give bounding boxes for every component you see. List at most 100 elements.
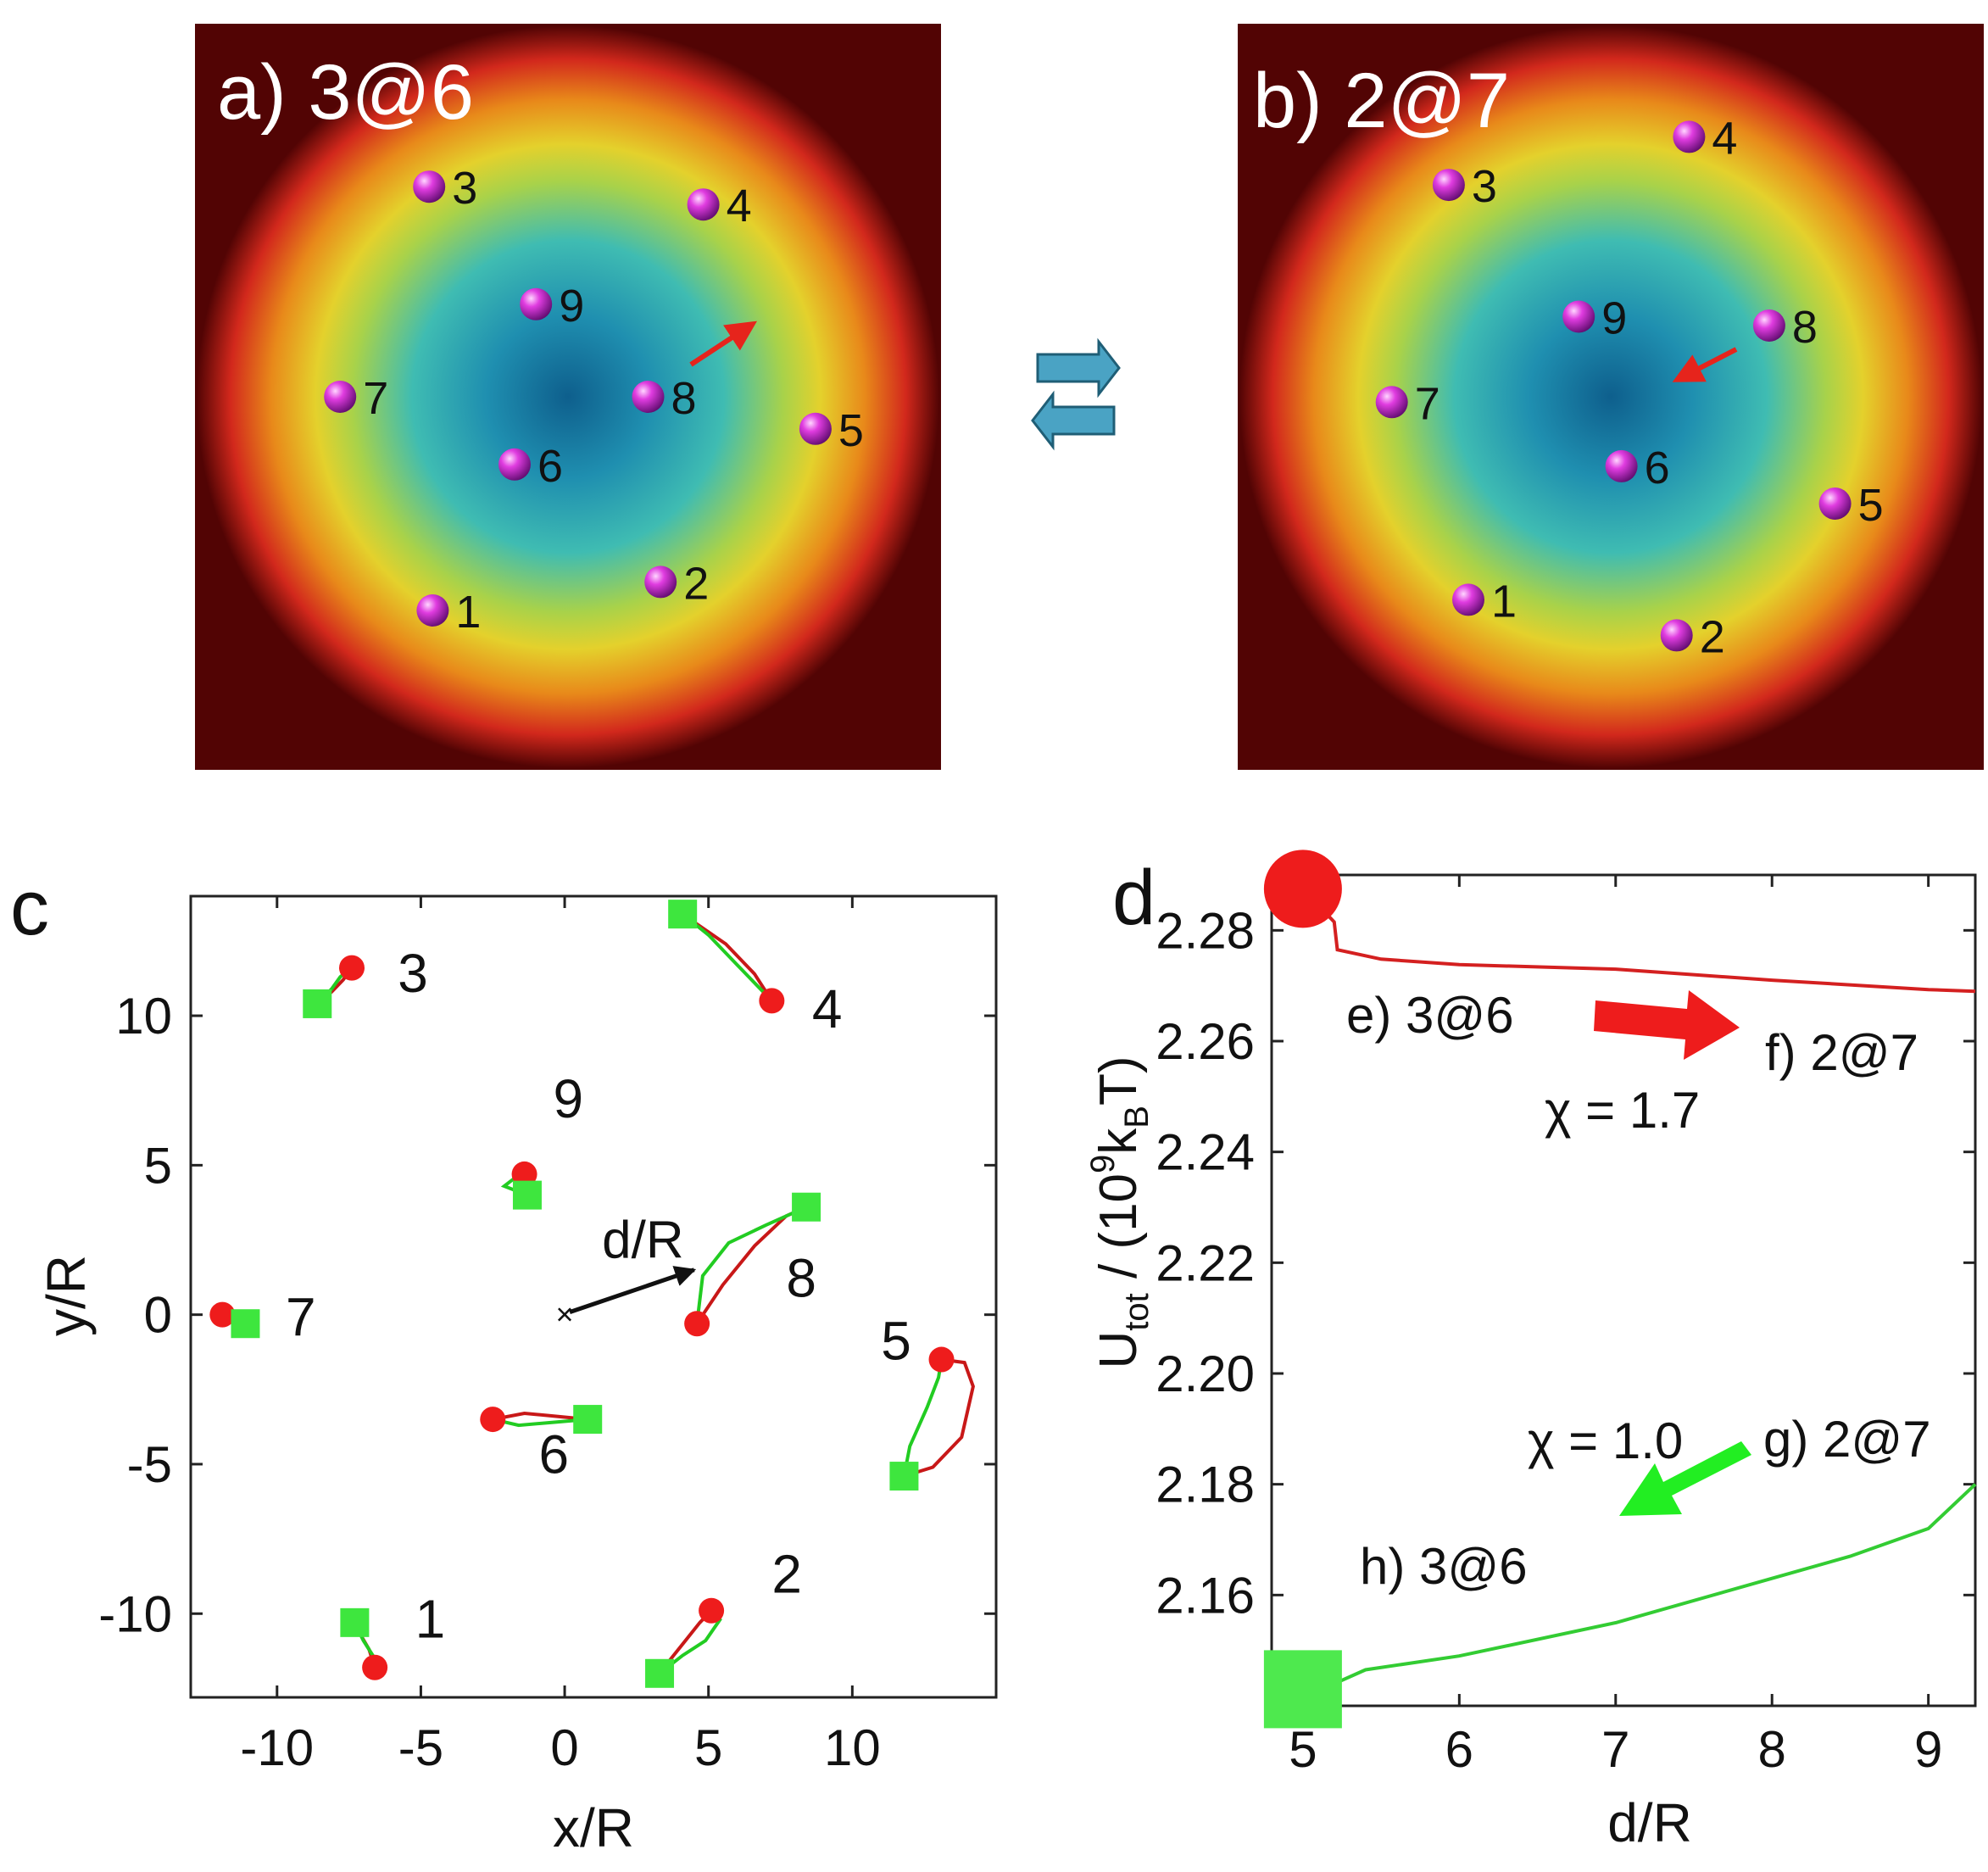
panel-a-particle-label-3: 3 [452,163,477,214]
panel-d-endpoint-markers [1263,850,1342,1729]
start-marker-5 [928,1346,955,1373]
panel-b-label: b) 2@7 [1253,58,1510,144]
panel-b-particle-label-7: 7 [1415,378,1440,429]
start-marker-1 [362,1654,388,1680]
red-transition-arrow [1594,990,1740,1060]
panel-a-particle-1 [416,594,449,627]
end-marker-2 [645,1658,675,1688]
panel-d-ytick-label: 2.16 [1155,1567,1255,1624]
panel-c-ytick-label: 10 [115,988,172,1045]
panel-d-ytick-label: 2.20 [1155,1346,1255,1402]
particle-label-1: 1 [415,1588,446,1649]
panel-b-particle-label-2: 2 [1700,611,1725,662]
panel-a-particle-7 [324,381,357,413]
annotation-f: f) 2@7 [1765,1024,1918,1081]
end-marker-6 [573,1405,603,1435]
trajectory-green-6 [492,1418,588,1428]
panel-d-xtick-label: 5 [1289,1721,1317,1778]
panel-b-particle-7 [1375,386,1408,419]
panel-b-particle-1 [1452,583,1484,616]
panel-a-particle-label-7: 7 [363,373,388,424]
panel-d-xtick-label: 8 [1758,1721,1786,1778]
panel-a-label: a) 3@6 [217,49,474,136]
end-marker-3 [303,989,332,1018]
start-marker-9 [511,1161,537,1187]
panel-a-particle-label-9: 9 [559,281,584,332]
panel-c-particle-labels: 1 2 3 4 5 6 7 8 9 [286,943,911,1650]
particle-label-9: 9 [554,1068,584,1129]
panel-a-particle-3 [413,170,446,203]
panel-c-axes-frame [189,894,998,1699]
panel-c-ylabel: y/R [36,1255,97,1336]
distance-arrow-line [569,1266,697,1315]
panel-a-particles: 1 2 3 4 5 6 7 8 9 [324,163,864,638]
panel-d-series [1301,887,1977,1691]
end-marker-4 [668,900,698,929]
panel-a-particle-2 [644,566,677,599]
panel-b-particle-8 [1752,309,1785,342]
end-energy-marker [1263,1650,1342,1729]
end-marker-7 [231,1309,260,1339]
panel-a-potential-well [197,25,939,768]
forward-arrow-icon [1036,337,1121,398]
start-marker-8 [684,1311,710,1337]
panel-b-particle-label-8: 8 [1792,302,1818,353]
panel-d: d 5 6 7 8 92.162.182.202.222.242.262.28 d/R … [1084,850,1977,1853]
panel-d-label: d [1112,855,1155,941]
panel-d-axes-frame [1270,873,1977,1708]
end-marker-5 [889,1462,919,1491]
panel-c-ytick-label: -10 [98,1585,172,1642]
energy-series-green [1302,1483,1977,1691]
panel-a-move-arrow [689,320,758,367]
panel-c-xtick-label: -10 [240,1719,314,1776]
panel-d-ytick-label: 2.26 [1155,1013,1255,1070]
panel-b-move-arrow [1672,347,1738,382]
trajectory-green-8 [695,1205,807,1324]
panel-a-particle-5 [799,412,832,445]
panel-a-particle-label-8: 8 [671,373,697,424]
panel-b-particles: 1 2 3 4 5 6 7 8 9 [1375,113,1884,662]
panel-a-particle-label-5: 5 [838,405,864,456]
panel-b-potential-well [1239,25,1982,768]
trajectory-red-5 [903,1357,975,1479]
panel-b-particle-5 [1818,488,1852,520]
panel-d-ytick-label: 2.24 [1155,1124,1255,1181]
panel-d-ytick-label: 2.18 [1155,1457,1255,1513]
panel-b-particle-6 [1605,449,1638,482]
panel-b-particle-4 [1673,120,1706,153]
panel-c-ticks: -10 -5 0 5 10 -10 -5 0 5 10 [98,896,996,1776]
panel-c-ytick-label: 0 [144,1287,172,1344]
panel-b-particle-label-6: 6 [1645,443,1670,493]
trajectory-green-5 [902,1359,944,1477]
energy-series-red [1301,887,1976,994]
start-marker-6 [480,1407,506,1433]
end-marker-1 [340,1607,370,1637]
panel-d-ytick-label: 2.28 [1155,902,1255,959]
panel-a-particle-label-4: 4 [727,181,752,231]
particle-label-6: 6 [539,1424,570,1485]
panel-c-distance-arrow: × [556,1266,697,1332]
panel-b-particle-9 [1562,300,1595,333]
panel-c-xlabel: x/R [553,1797,634,1858]
equilibrium-arrows [1031,337,1121,451]
panel-b: b) 2@7 1 2 3 4 5 6 7 8 9 [1238,24,1984,770]
panel-c-xtick-label: 5 [694,1719,722,1776]
panel-a-particle-9 [520,287,553,320]
panel-a-particle-label-6: 6 [537,441,563,492]
panel-c-trajectories [221,912,975,1675]
panel-d-ytick-label: 2.22 [1155,1234,1255,1291]
particle-label-2: 2 [771,1544,802,1605]
backward-arrow-icon [1031,390,1116,451]
annotation-g: g) 2@7 [1763,1411,1931,1468]
panel-c-distance-label: d/R [602,1212,683,1270]
panel-a-particle-4 [687,188,720,221]
panel-b-particle-3 [1432,169,1465,202]
panel-d-ticks: 5 6 7 8 9 2.16 2.18 2.20 2.22 2.24 2.26 2.28 [1155,875,1975,1778]
panel-b-particle-label-1: 1 [1491,576,1517,627]
particle-label-5: 5 [881,1311,911,1372]
panel-c-label: c [10,865,49,951]
start-marker-2 [699,1597,725,1624]
panel-b-particle-label-9: 9 [1601,293,1627,344]
panel-b-particle-label-4: 4 [1712,113,1737,164]
